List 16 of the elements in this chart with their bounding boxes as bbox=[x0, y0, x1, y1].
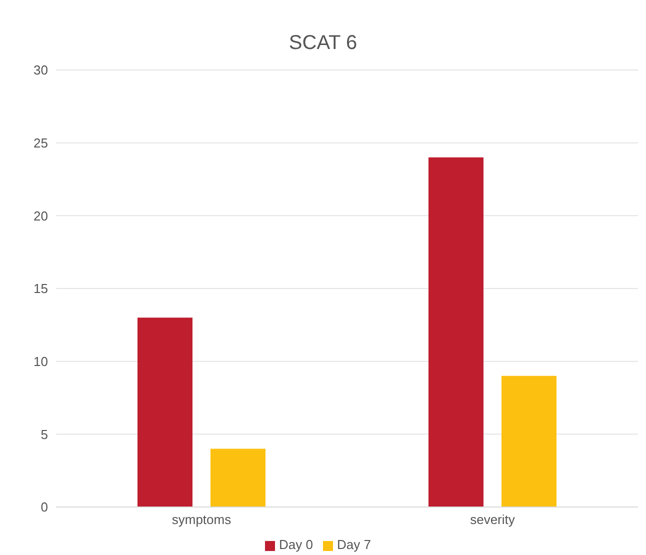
y-tick-label: 25 bbox=[34, 135, 48, 150]
bar bbox=[210, 448, 266, 507]
bar bbox=[137, 318, 192, 507]
y-tick-label: 30 bbox=[34, 62, 48, 78]
y-tick-label: 10 bbox=[34, 354, 48, 369]
y-tick-label: 0 bbox=[40, 500, 48, 515]
chart-title: SCAT 6 bbox=[288, 31, 358, 56]
legend-label: Day 7 bbox=[337, 537, 371, 552]
bar bbox=[501, 376, 556, 507]
x-tick-label: severity bbox=[470, 512, 516, 528]
legend-label: Day 0 bbox=[279, 537, 313, 552]
y-tick-label: 5 bbox=[40, 426, 48, 442]
bar bbox=[428, 157, 484, 507]
x-tick-label: symptoms bbox=[172, 512, 232, 528]
y-tick-label: 15 bbox=[34, 281, 48, 296]
y-tick-label: 20 bbox=[34, 208, 48, 224]
